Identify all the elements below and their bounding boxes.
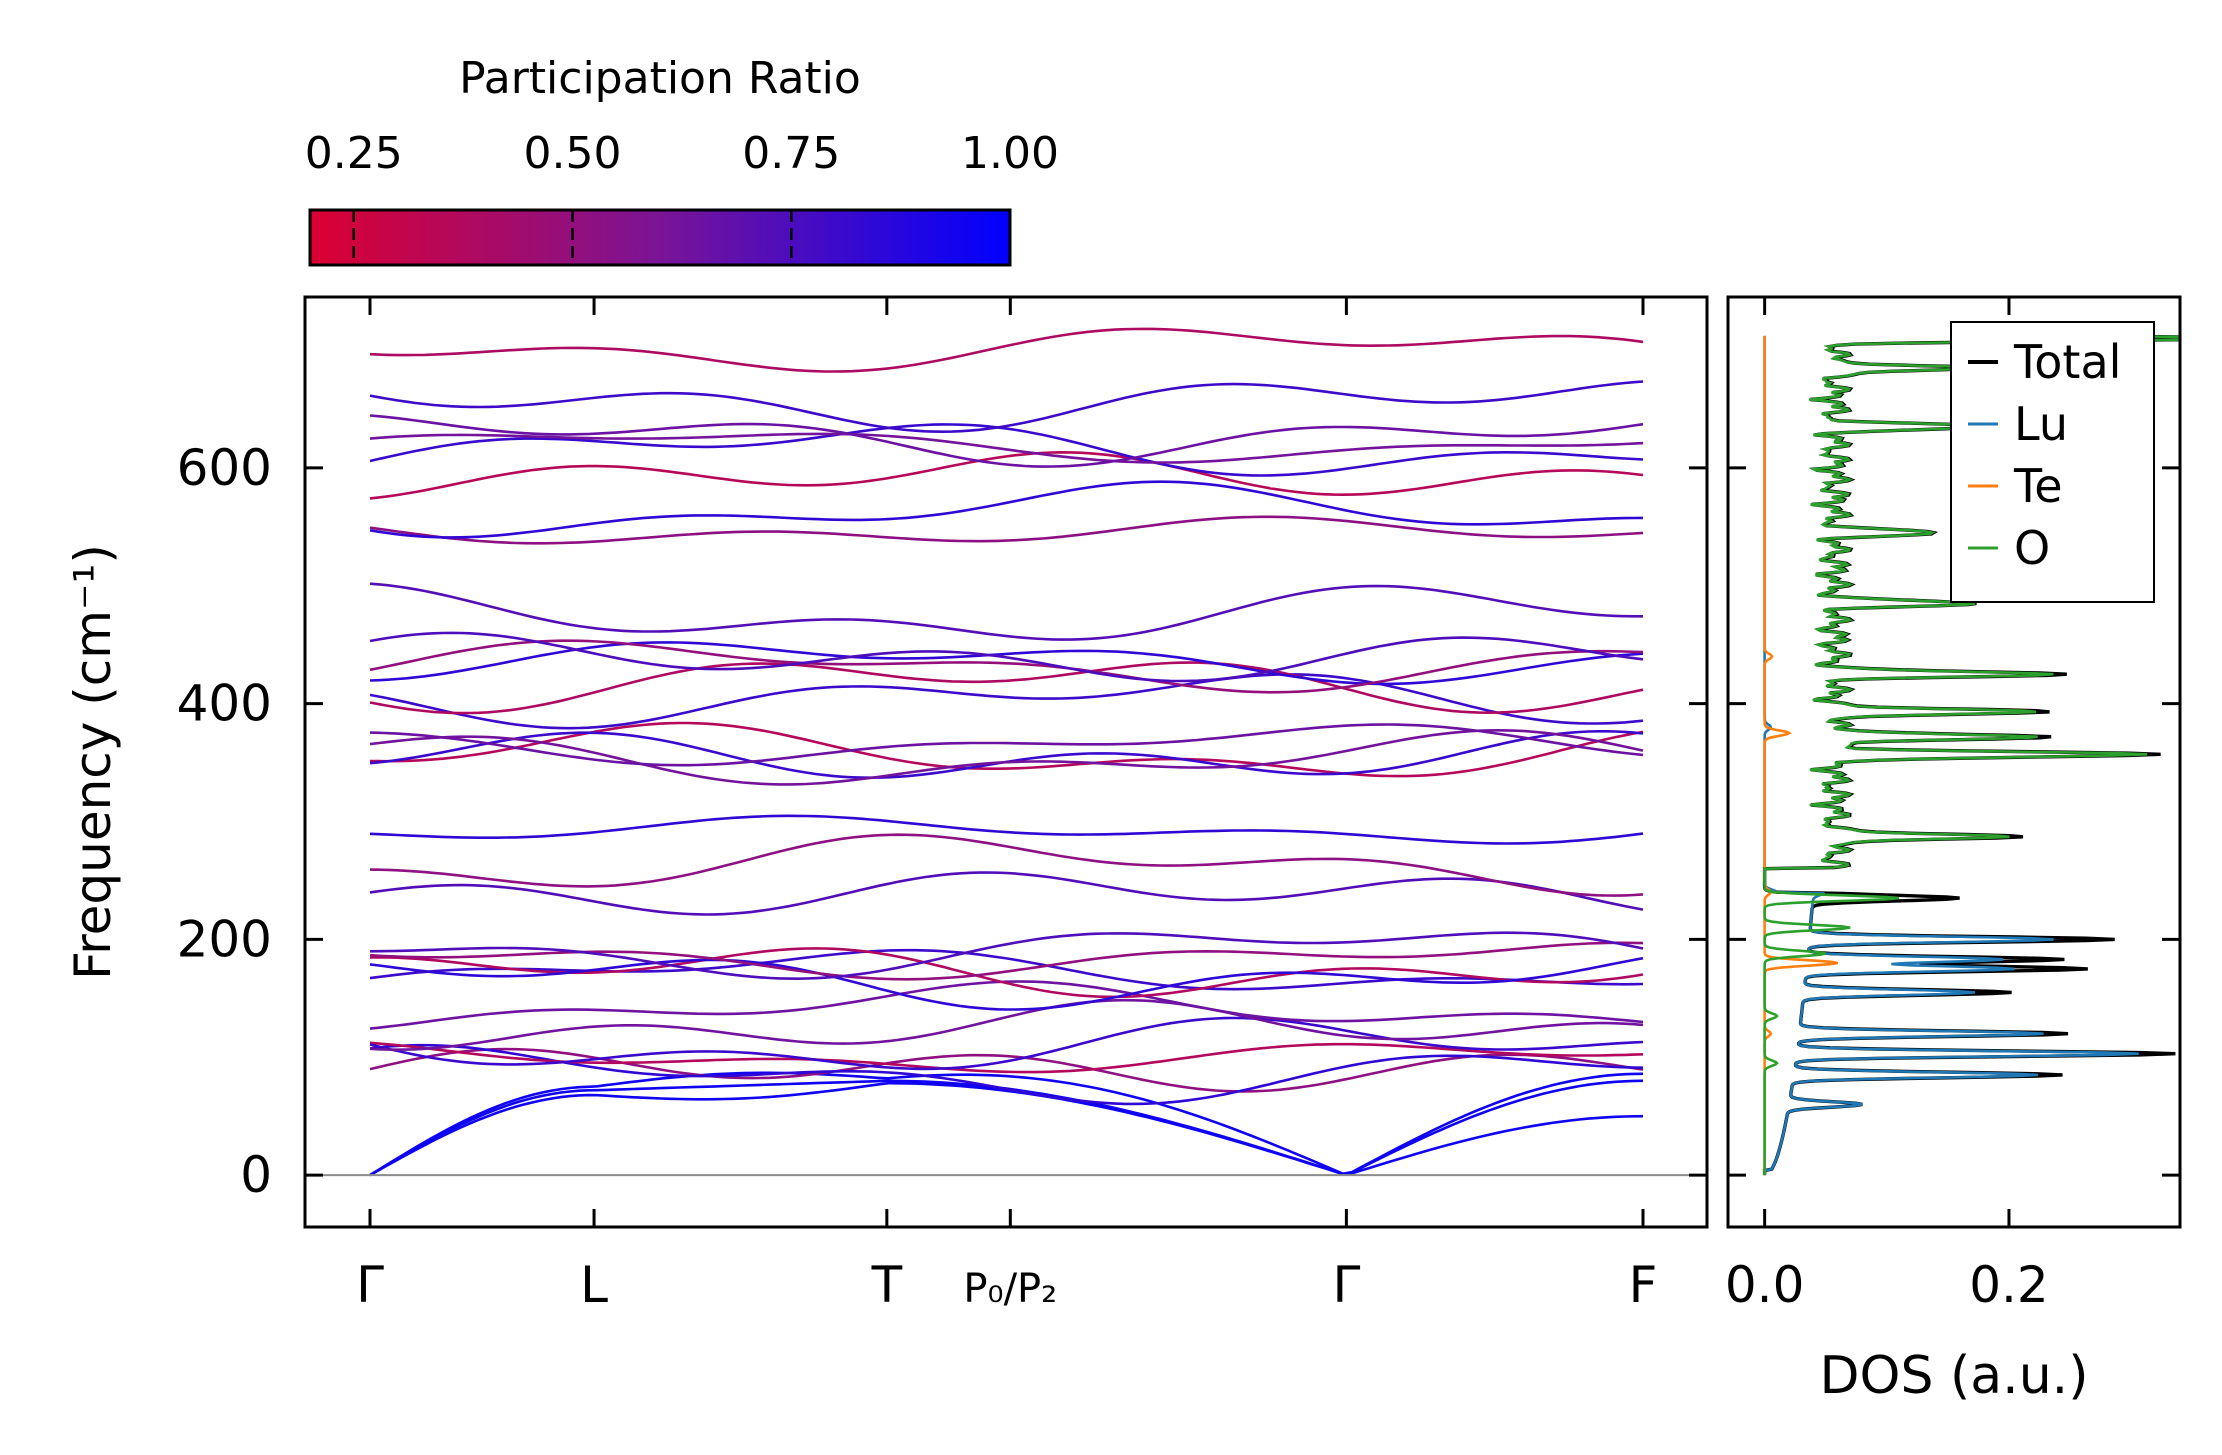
legend-frame bbox=[1950, 321, 2155, 603]
colorbar: Participation Ratio 0.25 0.50 0.75 1.00 bbox=[305, 53, 1059, 267]
colorbar-tick-label: 1.00 bbox=[961, 128, 1059, 179]
optical-branch bbox=[369, 380, 1644, 434]
band-y-tick-label: 0 bbox=[240, 1146, 272, 1204]
optical-branch bbox=[369, 661, 1644, 715]
dos-panel: 0.0 0.2 DOS (a.u.) Total Lu Te O bbox=[1725, 295, 2182, 1406]
optical-branch bbox=[369, 871, 1644, 916]
acoustic-branch bbox=[369, 1079, 1644, 1177]
band-x-ticks: Γ L T P₀/P₂ Γ F bbox=[356, 297, 1657, 1314]
band-y-tick-label: 400 bbox=[177, 675, 272, 733]
dos-x-axis-label: DOS (a.u.) bbox=[1820, 1346, 2089, 1406]
band-lines bbox=[369, 327, 1644, 1177]
legend-label: Lu bbox=[2014, 397, 2068, 451]
optical-branch bbox=[369, 480, 1644, 539]
optical-branch bbox=[369, 723, 1644, 767]
colorbar-tick-label: 0.25 bbox=[305, 128, 403, 179]
optical-branch bbox=[369, 721, 1644, 778]
dos-series-o bbox=[1763, 334, 2180, 1176]
optical-branch bbox=[369, 728, 1644, 786]
band-y-axis-label: Frequency (cm⁻¹) bbox=[64, 544, 122, 980]
optical-branch bbox=[369, 641, 1644, 686]
optical-branch bbox=[369, 1043, 1644, 1106]
band-y-tick-label: 600 bbox=[177, 439, 272, 497]
acoustic-branch bbox=[369, 1081, 1644, 1177]
dos-x-tick-label: 0.0 bbox=[1725, 1256, 1805, 1314]
optical-branch bbox=[369, 450, 1644, 500]
dos-axes-frame bbox=[1726, 295, 2182, 1229]
optical-branch bbox=[369, 931, 1644, 981]
colorbar-tick-label: 0.50 bbox=[524, 128, 622, 179]
band-x-tick-label: F bbox=[1629, 1256, 1658, 1314]
band-x-tick-label: L bbox=[580, 1256, 608, 1314]
band-x-tick-label: P₀/P₂ bbox=[963, 1266, 1057, 1312]
band-y-tick-label: 200 bbox=[177, 910, 272, 968]
optical-branch bbox=[369, 1016, 1644, 1071]
colorbar-tick-label: 0.75 bbox=[742, 128, 840, 179]
band-axes-frame bbox=[303, 295, 1709, 1229]
dos-legend: Total Lu Te O bbox=[1950, 321, 2155, 603]
legend-label: Total bbox=[2013, 335, 2121, 389]
band-x-tick-label: Γ bbox=[1332, 1256, 1360, 1314]
band-x-tick-label: T bbox=[871, 1256, 903, 1314]
colorbar-ticks bbox=[352, 210, 1012, 265]
optical-branch bbox=[369, 814, 1644, 845]
optical-branch bbox=[369, 327, 1644, 373]
dos-lines bbox=[1762, 334, 2180, 1176]
optical-branch bbox=[369, 414, 1644, 468]
colorbar-bar bbox=[308, 208, 1012, 267]
band-x-tick-label: Γ bbox=[356, 1256, 384, 1314]
band-structure-panel: 0 200 400 600 Γ L T P₀/P₂ Γ F Frequency (cm⁻¹) bbox=[64, 295, 1709, 1314]
band-y-ticks: 0 200 400 600 bbox=[177, 439, 1707, 1204]
optical-branch bbox=[369, 1041, 1644, 1074]
optical-branch bbox=[369, 432, 1644, 464]
dos-ticks: 0.0 0.2 bbox=[1725, 297, 2180, 1314]
optical-branch bbox=[369, 980, 1644, 1030]
optical-branch bbox=[369, 515, 1644, 545]
colorbar-tick-labels: 0.25 0.50 0.75 1.00 bbox=[305, 128, 1059, 179]
optical-branch bbox=[369, 423, 1644, 477]
optical-branch bbox=[369, 833, 1644, 897]
optical-branch bbox=[369, 631, 1644, 683]
optical-branch bbox=[369, 673, 1644, 730]
dos-x-tick-label: 0.2 bbox=[1969, 1256, 2049, 1314]
optical-branch bbox=[369, 639, 1644, 694]
optical-branch bbox=[369, 1047, 1644, 1093]
legend-items: Total Lu Te O bbox=[1968, 335, 2121, 575]
optical-branch bbox=[369, 582, 1643, 641]
legend-label: O bbox=[2014, 521, 2050, 575]
dos-series-te bbox=[1763, 335, 1839, 1176]
optical-branch bbox=[369, 998, 1644, 1052]
acoustic-branch bbox=[369, 1071, 1644, 1177]
colorbar-title: Participation Ratio bbox=[459, 53, 861, 104]
optical-branch bbox=[369, 956, 1644, 1011]
optical-branch bbox=[370, 947, 1644, 999]
legend-label: Te bbox=[2013, 459, 2063, 513]
